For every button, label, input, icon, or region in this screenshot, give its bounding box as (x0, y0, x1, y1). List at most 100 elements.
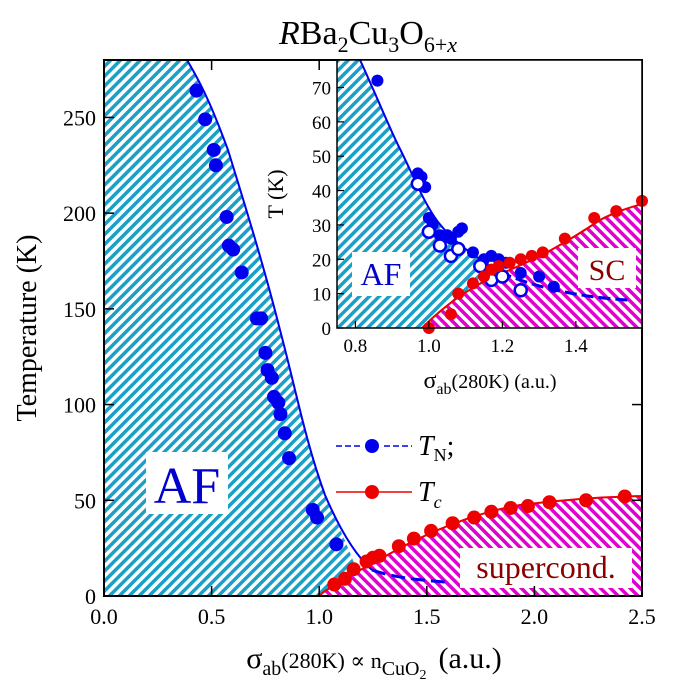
inset-y-tick-label: 0 (322, 319, 332, 340)
inset-y-tick-label: 50 (312, 147, 331, 168)
tc-data-point (467, 510, 482, 525)
tc-data-point (406, 531, 421, 546)
inset-data-points (371, 74, 648, 334)
inset-x-tick-label: 0.8 (343, 336, 367, 357)
tn-data-point (226, 242, 241, 257)
af-region-label: AF (154, 458, 220, 515)
inset-y-tick-label: 40 (312, 182, 331, 203)
tc-data-point (445, 516, 460, 531)
tn-data-point (277, 426, 292, 441)
inset-tn-open-data-point (410, 176, 426, 191)
main-x-tick-label: 1.5 (413, 604, 441, 629)
inset-tc-data-point (514, 253, 527, 266)
inset-af-label-bg (352, 252, 410, 296)
inset-tc-data-point (536, 246, 549, 259)
inset-tn-data-point (514, 267, 527, 280)
tn-data-point (310, 510, 325, 525)
main-y-tick-label: 200 (63, 201, 96, 226)
legend: TN; Tc (336, 431, 454, 512)
inset-sc-label: SC (589, 254, 626, 287)
main-x-tick-label: 0.5 (198, 604, 226, 629)
main-x-tick-label: 0.0 (90, 604, 118, 629)
sc-label-bg (460, 548, 632, 588)
tn-data-point (329, 537, 344, 552)
inset-y-tick-label: 30 (312, 216, 331, 237)
inset-tn-open-data-point (513, 282, 528, 298)
inset-axis-ticks: 0.8 1.0 1.2 1.4 0 10 20 30 40 50 60 70 (312, 78, 588, 357)
tc-data-point (338, 571, 353, 586)
main-x-tick-label: 1.0 (305, 604, 333, 629)
inset-tc-data-point (503, 256, 516, 269)
tn-fit-dashed (371, 568, 446, 584)
tn-data-point (206, 142, 221, 157)
tc-data-point (346, 562, 361, 577)
inset-tc-data-point (610, 205, 623, 218)
inset-tc-data-point (588, 212, 601, 225)
tn-data-point (208, 158, 223, 173)
inset-tn-open-data-point (421, 224, 437, 240)
inset-tc-data-point (558, 232, 571, 245)
tc-data-point (579, 493, 594, 508)
tn-data-point (254, 311, 269, 326)
inset-x-tick-label: 1.0 (417, 336, 441, 357)
af-label-bg (146, 452, 228, 514)
tn-data-point (219, 209, 234, 224)
main-x-tick-label: 2.0 (521, 604, 549, 629)
sc-region-label: supercond. (476, 549, 616, 585)
tn-data-point (282, 451, 297, 466)
inset-y-tick-label: 10 (312, 285, 331, 306)
main-y-tick-label: 250 (63, 105, 96, 130)
inset-tc-data-point (525, 249, 538, 262)
tc-data-point (327, 577, 342, 592)
inset-y-tick-label: 70 (312, 78, 331, 99)
inset-tn-data-point (371, 74, 384, 87)
legend-tc-label: Tc (418, 477, 442, 512)
inset-x-tick-label: 1.2 (490, 336, 514, 357)
legend-tc-marker (365, 485, 379, 499)
tn-data-point (258, 345, 273, 360)
inset-x-axis-label: σab(280K) (a.u.) (423, 368, 556, 398)
inset-tn-data-point (533, 270, 546, 283)
tc-data-point (617, 489, 632, 504)
tc-data-point (484, 504, 499, 519)
inset-af-label: AF (361, 256, 402, 292)
inset-tn-open-data-point (473, 258, 488, 274)
main-y-tick-label: 0 (85, 584, 96, 609)
inset-tn-open-data-point (451, 241, 466, 257)
main-y-axis-label: Temperature (K) (12, 235, 43, 422)
main-y-tick-label: 100 (63, 393, 96, 418)
inset-tc-data-point (444, 308, 457, 321)
tc-data-point (391, 539, 406, 554)
chart-title: RBa2Cu3O6+x (278, 15, 457, 57)
tn-fit-curve (186, 60, 373, 571)
inset-tc-data-point (452, 287, 465, 300)
tc-data-point (424, 523, 439, 538)
main-x-tick-label: 2.5 (628, 604, 656, 629)
inset-tn-data-point (466, 246, 479, 259)
tc-data-point (520, 499, 535, 514)
tc-data-point (372, 548, 387, 563)
legend-tn-marker (365, 439, 379, 453)
inset-y-axis-label: T (K) (263, 169, 288, 218)
tc-data-point (542, 495, 557, 510)
inset-tn-data-point (455, 222, 468, 235)
inset-tc-data-point (492, 260, 505, 273)
tn-data-point (264, 370, 279, 385)
tn-data-point (271, 395, 286, 410)
tc-data-point (503, 500, 518, 515)
main-x-axis-label: σab(280K) ∝ nCuO2(a.u.) (246, 642, 502, 683)
inset-y-tick-label: 20 (312, 250, 331, 271)
tn-data-point (198, 112, 213, 127)
inset-tc-data-point (466, 277, 479, 290)
inset-tn-open-data-point (432, 238, 448, 253)
inset-y-tick-label: 60 (312, 113, 331, 134)
legend-tn-label: TN; (418, 431, 454, 465)
main-data-points (189, 83, 632, 592)
inset-plot-frame (336, 59, 643, 329)
inset-sc-label-bg (578, 248, 636, 288)
main-y-tick-label: 50 (74, 488, 96, 513)
tn-data-point (234, 265, 249, 280)
inset-x-tick-label: 1.4 (564, 336, 588, 357)
inset-tn-data-point (547, 280, 560, 293)
